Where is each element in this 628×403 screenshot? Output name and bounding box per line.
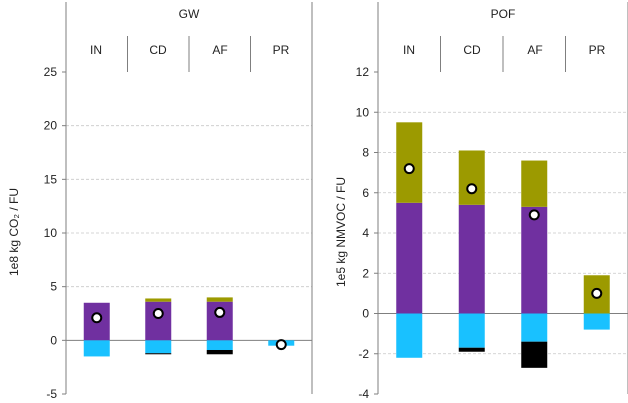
category-label-gw-in: IN bbox=[90, 43, 102, 57]
bar-segment-gw-af-black bbox=[206, 349, 233, 355]
frame-pof bbox=[377, 2, 628, 394]
net-marker-pof-pr bbox=[591, 287, 603, 299]
y-ticks-pof: -4 -2 0 2 4 6 8 10 12 bbox=[356, 65, 378, 401]
category-label-pof-pr: PR bbox=[589, 43, 606, 57]
bar-segment-gw-cd-olive bbox=[145, 298, 172, 302]
bar-segment-pof-af-cyan bbox=[521, 313, 548, 342]
y-tick-label-pof: -4 bbox=[358, 387, 369, 401]
panel-title-pof: POF bbox=[491, 7, 516, 21]
y-tick-label-pof: 8 bbox=[362, 146, 369, 160]
bars-gw bbox=[83, 297, 295, 357]
y-tick-label-pof: 12 bbox=[356, 65, 370, 79]
category-label-pof-cd: CD bbox=[463, 43, 481, 57]
net-marker-gw-af bbox=[214, 306, 226, 318]
category-header-gw: IN CD AF PR bbox=[90, 43, 290, 57]
category-label-pof-af: AF bbox=[527, 43, 542, 57]
y-axis-label-gw: 1e8 kg CO₂ / FU bbox=[7, 188, 21, 276]
y-tick-label-pof: 10 bbox=[356, 105, 370, 119]
net-markers-gw bbox=[91, 306, 287, 351]
panel-title-gw: GW bbox=[179, 7, 200, 21]
y-tick-label-gw: 15 bbox=[44, 172, 58, 186]
bars-pof bbox=[396, 122, 610, 368]
y-tick-label-pof: 2 bbox=[362, 266, 369, 280]
net-markers-pof bbox=[403, 163, 603, 299]
y-axis-label-pof: 1e5 kg NMVOC / FU bbox=[334, 177, 348, 287]
y-ticks-gw: -5 0 5 10 15 20 25 bbox=[44, 65, 66, 401]
net-marker-pof-cd bbox=[466, 183, 478, 195]
y-tick-label-gw: -5 bbox=[46, 387, 57, 401]
net-marker-gw-cd bbox=[152, 308, 164, 319]
bar-segment-pof-af-black bbox=[521, 341, 548, 368]
y-tick-label-gw: 20 bbox=[44, 119, 58, 133]
panel-pof: 1e5 kg NMVOC / FU POF IN CD AF PR -4 -2 0 2… bbox=[334, 2, 628, 401]
frame-gw bbox=[65, 2, 313, 394]
category-label-pof-in: IN bbox=[403, 43, 415, 57]
bar-segment-gw-in-cyan bbox=[83, 340, 110, 357]
bar-segment-pof-cd-purple bbox=[458, 204, 485, 314]
bar-segment-pof-cd-cyan bbox=[458, 313, 485, 348]
bar-segment-pof-in-cyan bbox=[396, 313, 423, 358]
bar-segment-pof-pr-cyan bbox=[583, 313, 610, 330]
net-marker-gw-pr bbox=[275, 339, 287, 351]
y-tick-label-pof: 4 bbox=[362, 226, 369, 240]
bar-segment-gw-af-cyan bbox=[206, 340, 233, 350]
y-tick-label-gw: 25 bbox=[44, 65, 58, 79]
y-tick-label-gw: 10 bbox=[44, 226, 58, 240]
y-tick-label-pof: 6 bbox=[362, 186, 369, 200]
category-header-pof: IN CD AF PR bbox=[403, 43, 606, 57]
bar-segment-pof-cd-olive bbox=[458, 150, 485, 205]
category-label-gw-af: AF bbox=[212, 43, 227, 57]
category-label-gw-cd: CD bbox=[149, 43, 167, 57]
panel-gw: 1e8 kg CO₂ / FU GW IN CD AF PR -5 0 5 10 15 2… bbox=[7, 2, 313, 401]
net-marker-gw-in bbox=[91, 312, 103, 324]
bar-segment-pof-af-olive bbox=[521, 160, 548, 207]
bar-segment-gw-cd-purple bbox=[145, 301, 172, 341]
bar-segment-pof-cd-black bbox=[458, 347, 485, 352]
y-tick-label-pof: 0 bbox=[362, 307, 369, 321]
bar-segment-pof-in-olive bbox=[396, 122, 423, 203]
y-tick-label-pof: -2 bbox=[358, 347, 369, 361]
net-marker-pof-af bbox=[528, 209, 540, 221]
bar-segment-gw-af-olive bbox=[206, 297, 233, 302]
bar-segment-pof-af-purple bbox=[521, 206, 548, 314]
y-tick-label-gw: 0 bbox=[50, 333, 57, 347]
y-tick-label-gw: 5 bbox=[50, 280, 57, 294]
bar-segment-pof-in-purple bbox=[396, 202, 423, 314]
net-marker-pof-in bbox=[403, 163, 415, 175]
category-label-gw-pr: PR bbox=[273, 43, 290, 57]
bar-segment-gw-cd-cyan bbox=[145, 340, 172, 354]
bar-segment-gw-cd-black bbox=[145, 353, 172, 355]
